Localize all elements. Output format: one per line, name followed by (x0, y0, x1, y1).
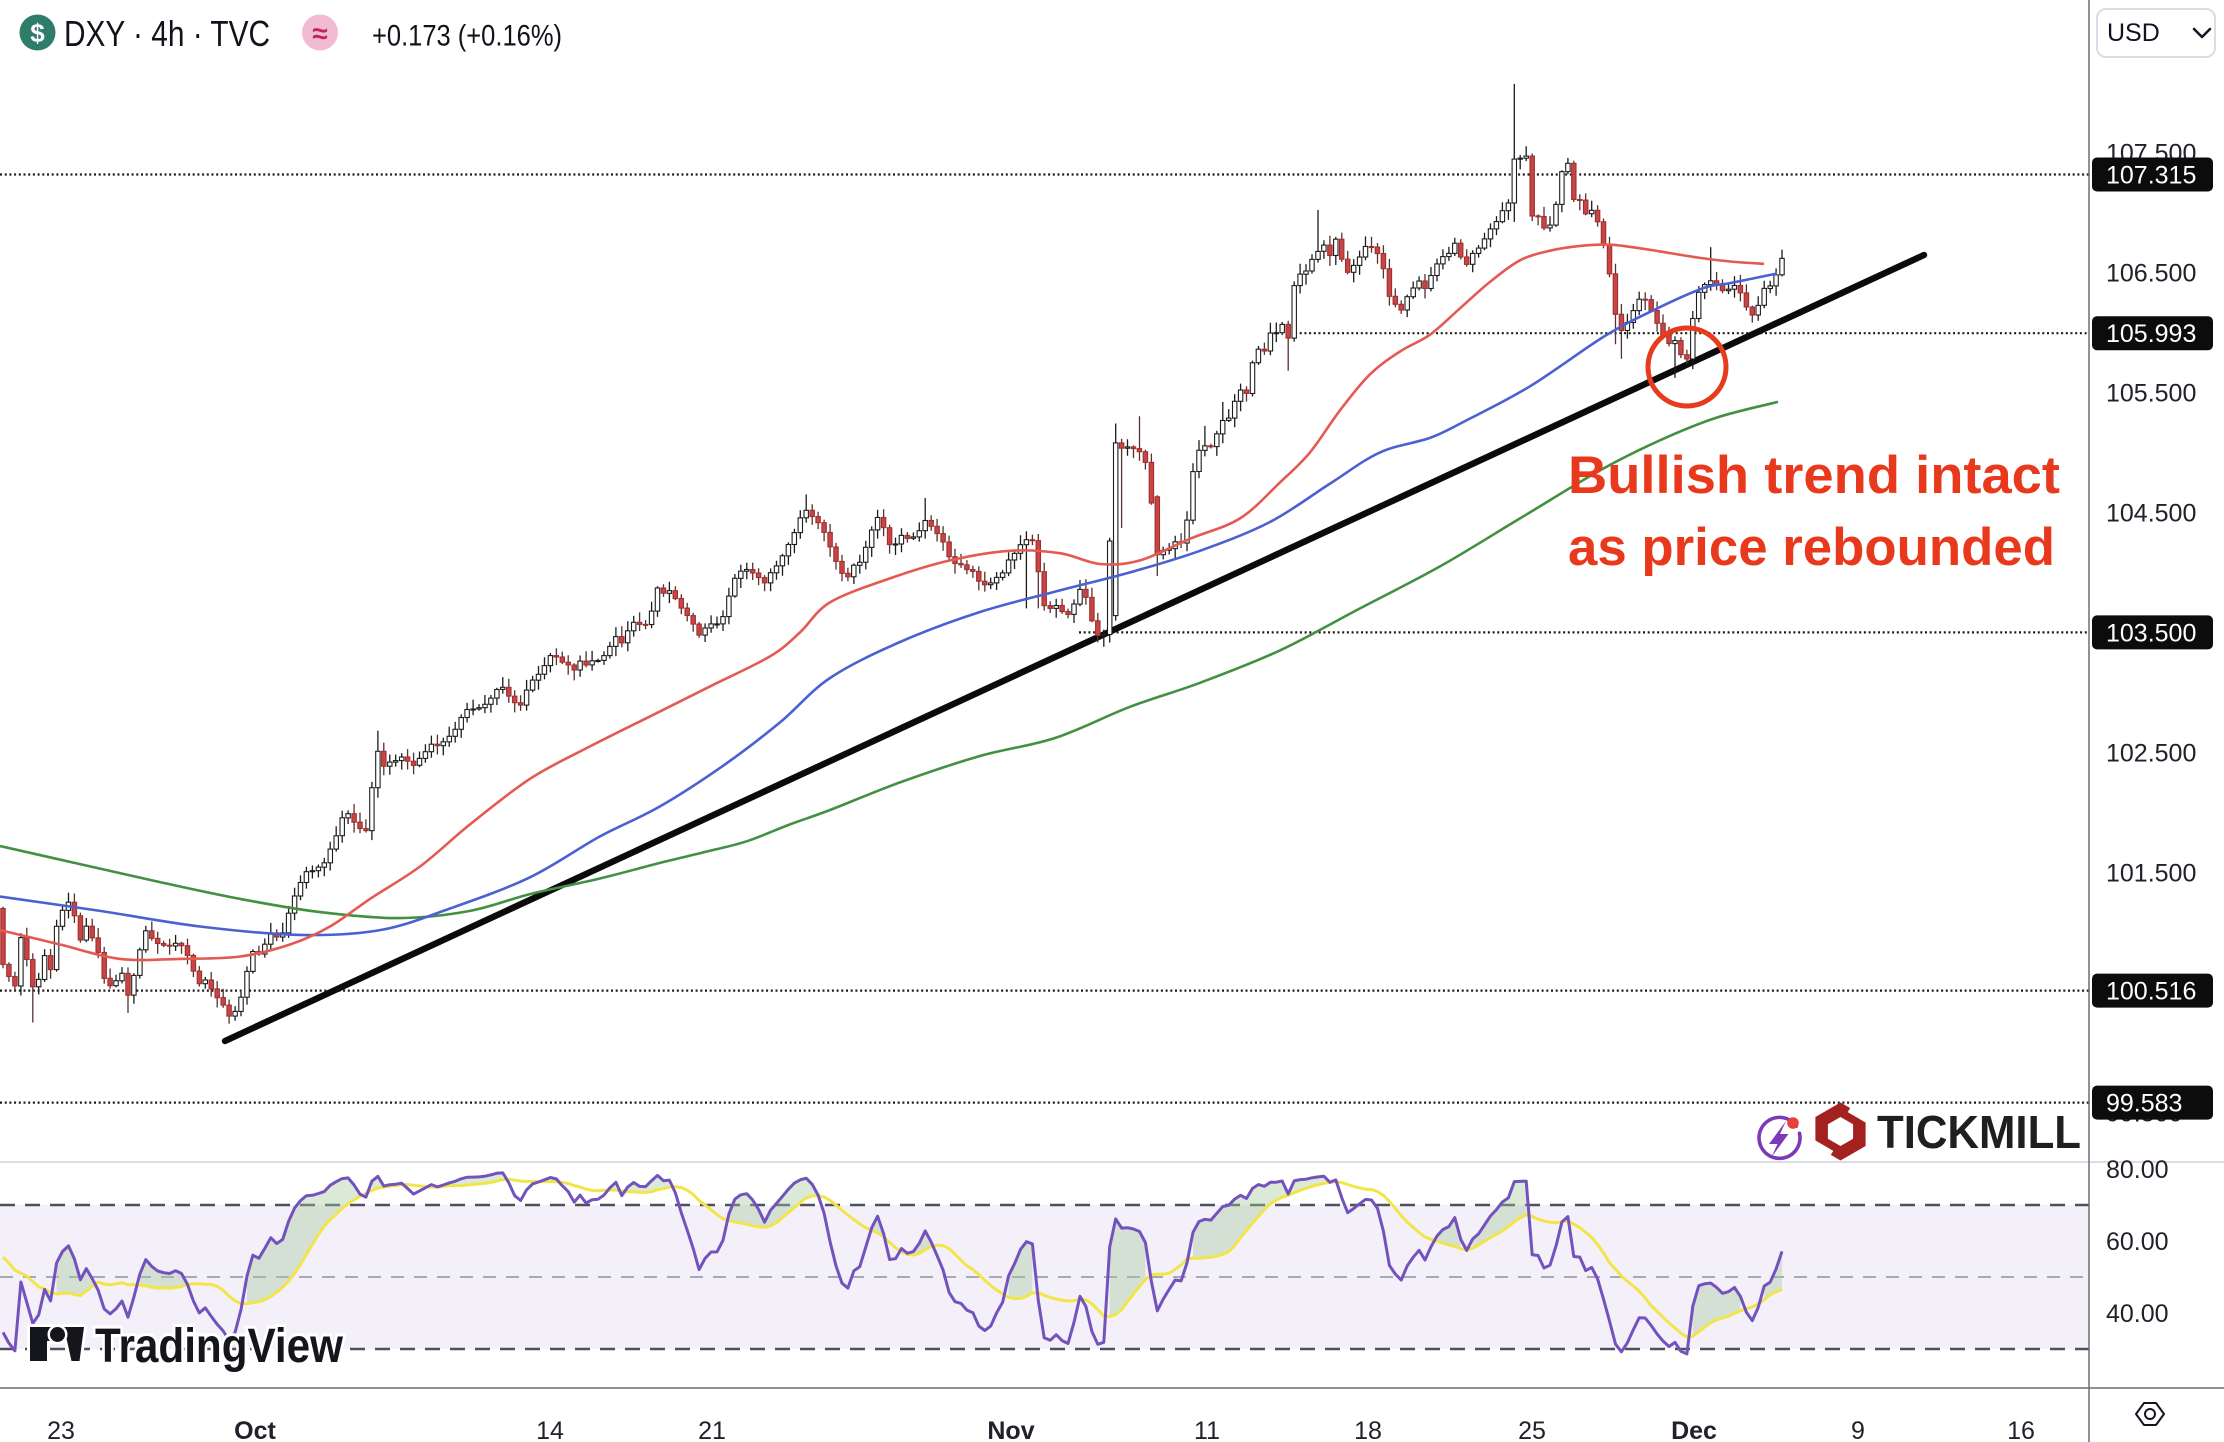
svg-text:21: 21 (698, 1417, 726, 1442)
svg-text:25: 25 (1518, 1417, 1546, 1442)
svg-text:102.500: 102.500 (2106, 739, 2196, 767)
svg-text:80.00: 80.00 (2106, 1156, 2169, 1184)
svg-text:DXY · 4h · TVC: DXY · 4h · TVC (64, 13, 270, 54)
svg-text:TICKMILL: TICKMILL (1877, 1106, 2081, 1158)
svg-text:Bullish trend intact: Bullish trend intact (1568, 446, 2060, 505)
svg-text:60.00: 60.00 (2106, 1228, 2169, 1256)
svg-text:106.500: 106.500 (2106, 259, 2196, 287)
svg-text:14: 14 (536, 1417, 564, 1442)
svg-text:≈: ≈ (312, 18, 327, 49)
svg-text:99.583: 99.583 (2106, 1090, 2182, 1118)
svg-text:as price rebounded: as price rebounded (1568, 518, 2055, 577)
svg-text:16: 16 (2007, 1417, 2035, 1442)
svg-text:Oct: Oct (234, 1417, 276, 1442)
svg-text:+0.173 (+0.16%): +0.173 (+0.16%) (372, 20, 562, 53)
svg-text:11: 11 (1194, 1417, 1220, 1442)
svg-text:105.500: 105.500 (2106, 379, 2196, 407)
svg-text:105.993: 105.993 (2106, 320, 2196, 348)
svg-text:18: 18 (1354, 1417, 1382, 1442)
svg-text:100.516: 100.516 (2106, 978, 2196, 1006)
svg-text:TradingView: TradingView (95, 1320, 344, 1373)
svg-text:23: 23 (47, 1417, 75, 1442)
svg-text:40.00: 40.00 (2106, 1300, 2169, 1328)
svg-text:103.500: 103.500 (2106, 619, 2196, 647)
svg-text:Nov: Nov (987, 1417, 1034, 1442)
svg-text:104.500: 104.500 (2106, 499, 2196, 527)
svg-text:101.500: 101.500 (2106, 860, 2196, 888)
svg-text:9: 9 (1851, 1417, 1865, 1442)
svg-text:Dec: Dec (1671, 1417, 1717, 1442)
svg-text:USD: USD (2107, 19, 2160, 47)
svg-text:$: $ (30, 18, 45, 48)
svg-text:107.315: 107.315 (2106, 162, 2196, 190)
